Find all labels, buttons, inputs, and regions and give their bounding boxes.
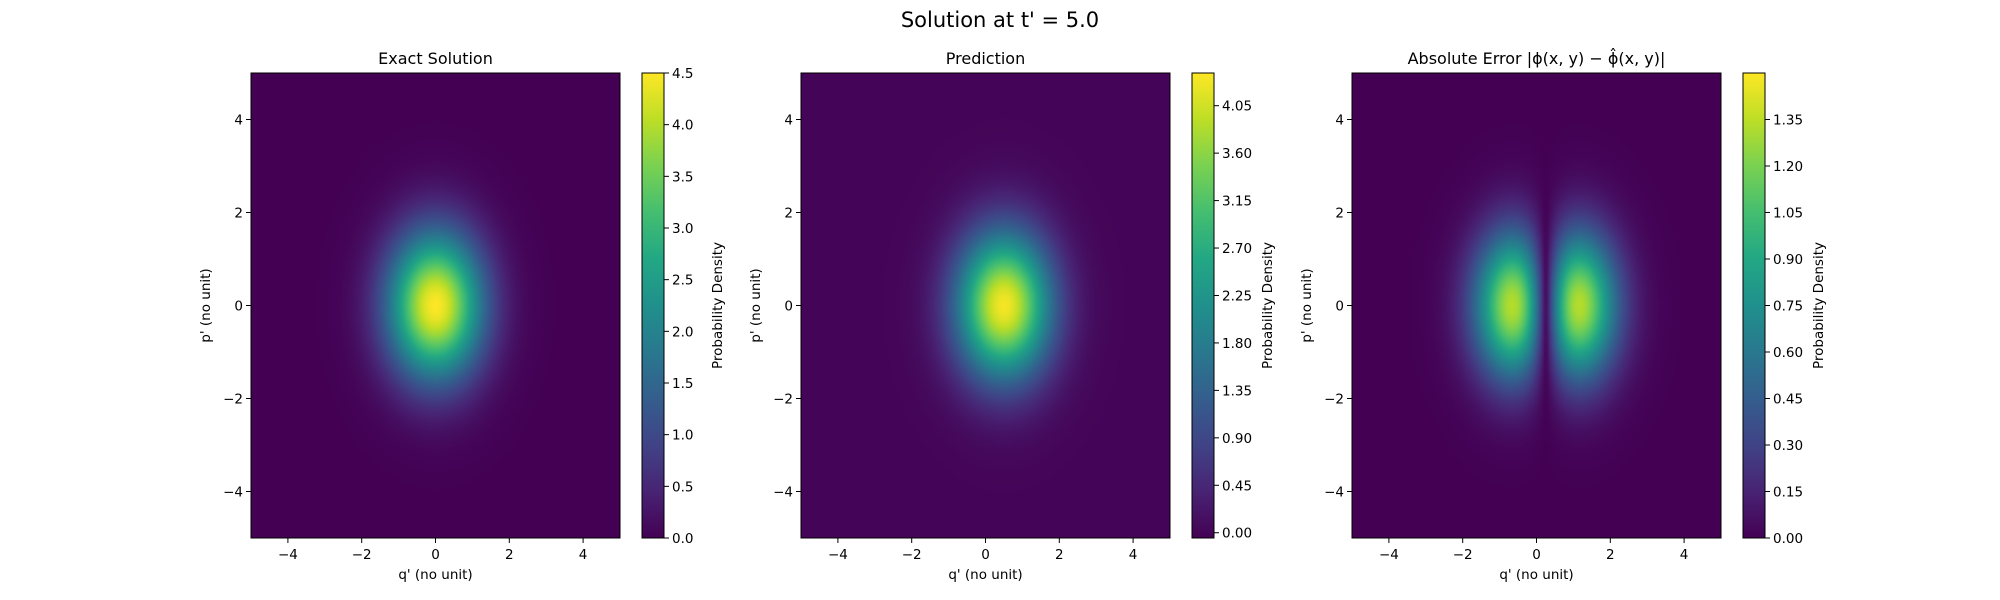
colorbar-tick-label: 1.35: [1222, 383, 1252, 399]
colorbar-tick-label: 0.45: [1222, 478, 1252, 494]
colorbar-tick-label: 0.75: [1773, 299, 1803, 315]
colorbar-tick-label: 0.00: [1222, 526, 1252, 542]
x-tick-label: 2: [1606, 547, 1615, 563]
colorbar-tick-label: 4.05: [1222, 99, 1252, 115]
x-axis-label: q' (no unit): [1499, 567, 1573, 583]
colorbar-tick-label: 0.5: [672, 479, 693, 495]
x-tick-label: 4: [1129, 547, 1138, 563]
x-axis-label: q' (no unit): [398, 567, 472, 583]
colorbar-tick-label: 1.5: [672, 376, 693, 392]
x-tick-label: 4: [1680, 547, 1689, 563]
heatmap-image-2: [801, 73, 1170, 538]
colorbar-tick-label: 3.0: [672, 221, 693, 237]
heatmap-image-1: [251, 73, 620, 538]
colorbar-label: Probability Density: [710, 242, 726, 369]
colorbar-tick-label: 1.05: [1773, 206, 1803, 222]
y-tick-label: 4: [234, 113, 243, 129]
colorbar-tick-label: 0.00: [1773, 531, 1803, 547]
colorbar-tick-label: 0.90: [1222, 431, 1252, 447]
figure-title: Solution at t' = 5.0: [900, 8, 1100, 32]
x-tick-label: 0: [981, 547, 990, 563]
y-tick-label: 4: [1335, 113, 1344, 129]
y-tick-label: 0: [1335, 299, 1344, 315]
colorbar-tick-label: 1.0: [672, 428, 693, 444]
colorbar-1: [641, 72, 665, 539]
x-tick-label: −4: [278, 547, 298, 563]
colorbar-tick-label: 2.70: [1222, 241, 1252, 257]
panel-title-1: Exact Solution: [378, 49, 493, 68]
y-tick-label: 4: [784, 113, 793, 129]
colorbar-label: Probability Density: [1260, 242, 1276, 369]
colorbar-tick-label: 0.30: [1773, 438, 1803, 454]
y-tick-label: 0: [234, 299, 243, 315]
y-tick-label: 2: [234, 206, 243, 222]
colorbar-tick-label: 0.0: [672, 531, 693, 547]
y-tick-label: −2: [773, 392, 793, 408]
colorbar-tick-label: 1.20: [1773, 159, 1803, 175]
panel-title-3: Absolute Error |ϕ(x, y) − ϕ̂(x, y)|: [1408, 48, 1666, 68]
x-tick-label: −2: [1453, 547, 1473, 563]
x-tick-label: −2: [902, 547, 922, 563]
x-tick-label: 2: [505, 547, 514, 563]
colorbar-tick-label: 0.60: [1773, 345, 1803, 361]
colorbar-tick-label: 2.25: [1222, 288, 1252, 304]
colorbar-tick-label: 0.15: [1773, 485, 1803, 501]
y-axis-label: p' (no unit): [198, 268, 214, 342]
y-tick-label: −2: [1324, 392, 1344, 408]
x-axis-label: q' (no unit): [948, 567, 1022, 583]
x-tick-label: −4: [828, 547, 848, 563]
x-tick-label: 0: [1532, 547, 1541, 563]
colorbar-tick-label: 4.0: [672, 118, 693, 134]
y-tick-label: 2: [1335, 206, 1344, 222]
colorbar-tick-label: 3.60: [1222, 146, 1252, 162]
colorbar-tick-label: 0.90: [1773, 252, 1803, 268]
colorbar-tick-label: 1.80: [1222, 336, 1252, 352]
colorbar-label: Probability Density: [1811, 242, 1827, 369]
colorbar-2: [1191, 72, 1215, 539]
y-tick-label: −4: [1324, 485, 1344, 501]
y-axis-label: p' (no unit): [748, 268, 764, 342]
x-tick-label: 4: [579, 547, 588, 563]
x-tick-label: −2: [352, 547, 372, 563]
colorbar-3: [1742, 72, 1766, 539]
y-tick-label: −2: [223, 392, 243, 408]
colorbar-tick-label: 2.5: [672, 273, 693, 289]
colorbar-tick-label: 4.5: [672, 66, 693, 82]
colorbar-tick-label: 1.35: [1773, 113, 1803, 129]
x-tick-label: 0: [431, 547, 440, 563]
x-tick-label: 2: [1055, 547, 1064, 563]
heatmap-image-3: [1352, 73, 1721, 538]
y-axis-label: p' (no unit): [1299, 268, 1315, 342]
y-tick-label: 0: [784, 299, 793, 315]
colorbar-tick-label: 2.0: [672, 324, 693, 340]
y-tick-label: −4: [773, 485, 793, 501]
panel-title-2: Prediction: [946, 49, 1025, 68]
colorbar-tick-label: 0.45: [1773, 392, 1803, 408]
colorbar-tick-label: 3.15: [1222, 194, 1252, 210]
y-tick-label: 2: [784, 206, 793, 222]
colorbar-tick-label: 3.5: [672, 169, 693, 185]
y-tick-label: −4: [223, 485, 243, 501]
x-tick-label: −4: [1379, 547, 1399, 563]
